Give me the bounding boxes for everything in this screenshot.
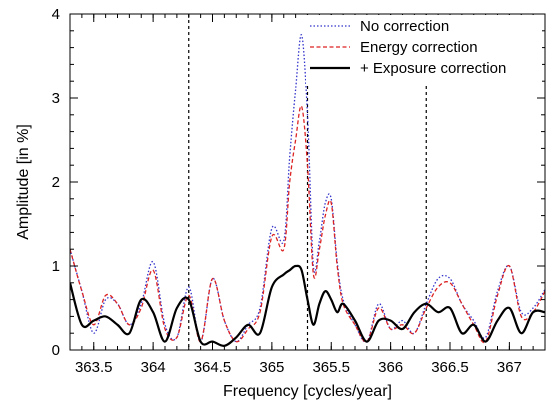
x-tick-label: 365 — [259, 359, 284, 376]
y-tick-label: 4 — [52, 6, 60, 23]
x-tick-label: 365.5 — [312, 359, 350, 376]
y-tick-label: 1 — [52, 258, 60, 275]
data-series — [70, 34, 545, 347]
x-tick-label: 366 — [378, 359, 403, 376]
legend: No correction Energy correction + Exposure… — [306, 15, 542, 84]
y-axis-ticks: 0 1 2 3 4 — [52, 6, 545, 359]
legend-label: No correction — [360, 18, 449, 35]
y-tick-label: 3 — [52, 90, 60, 107]
series-line-exposure-correction — [70, 264, 545, 347]
x-tick-label: 367 — [497, 359, 522, 376]
x-tick-label: 366.5 — [431, 359, 469, 376]
y-tick-label: 2 — [52, 174, 60, 191]
y-tick-label: 0 — [52, 342, 60, 359]
x-axis-label: Frequency [cycles/year] — [223, 383, 392, 400]
y-axis-label: Amplitude [in %] — [15, 124, 32, 240]
x-tick-label: 363.5 — [75, 359, 113, 376]
series-line-energy-correction — [70, 105, 545, 344]
legend-label: Energy correction — [360, 39, 478, 56]
x-axis-ticks: 363.5 364 364.5 365 365.5 366 366.5 367 — [69, 14, 546, 376]
x-tick-label: 364 — [141, 359, 166, 376]
x-tick-label: 364.5 — [194, 359, 232, 376]
legend-label: + Exposure correction — [360, 60, 506, 77]
